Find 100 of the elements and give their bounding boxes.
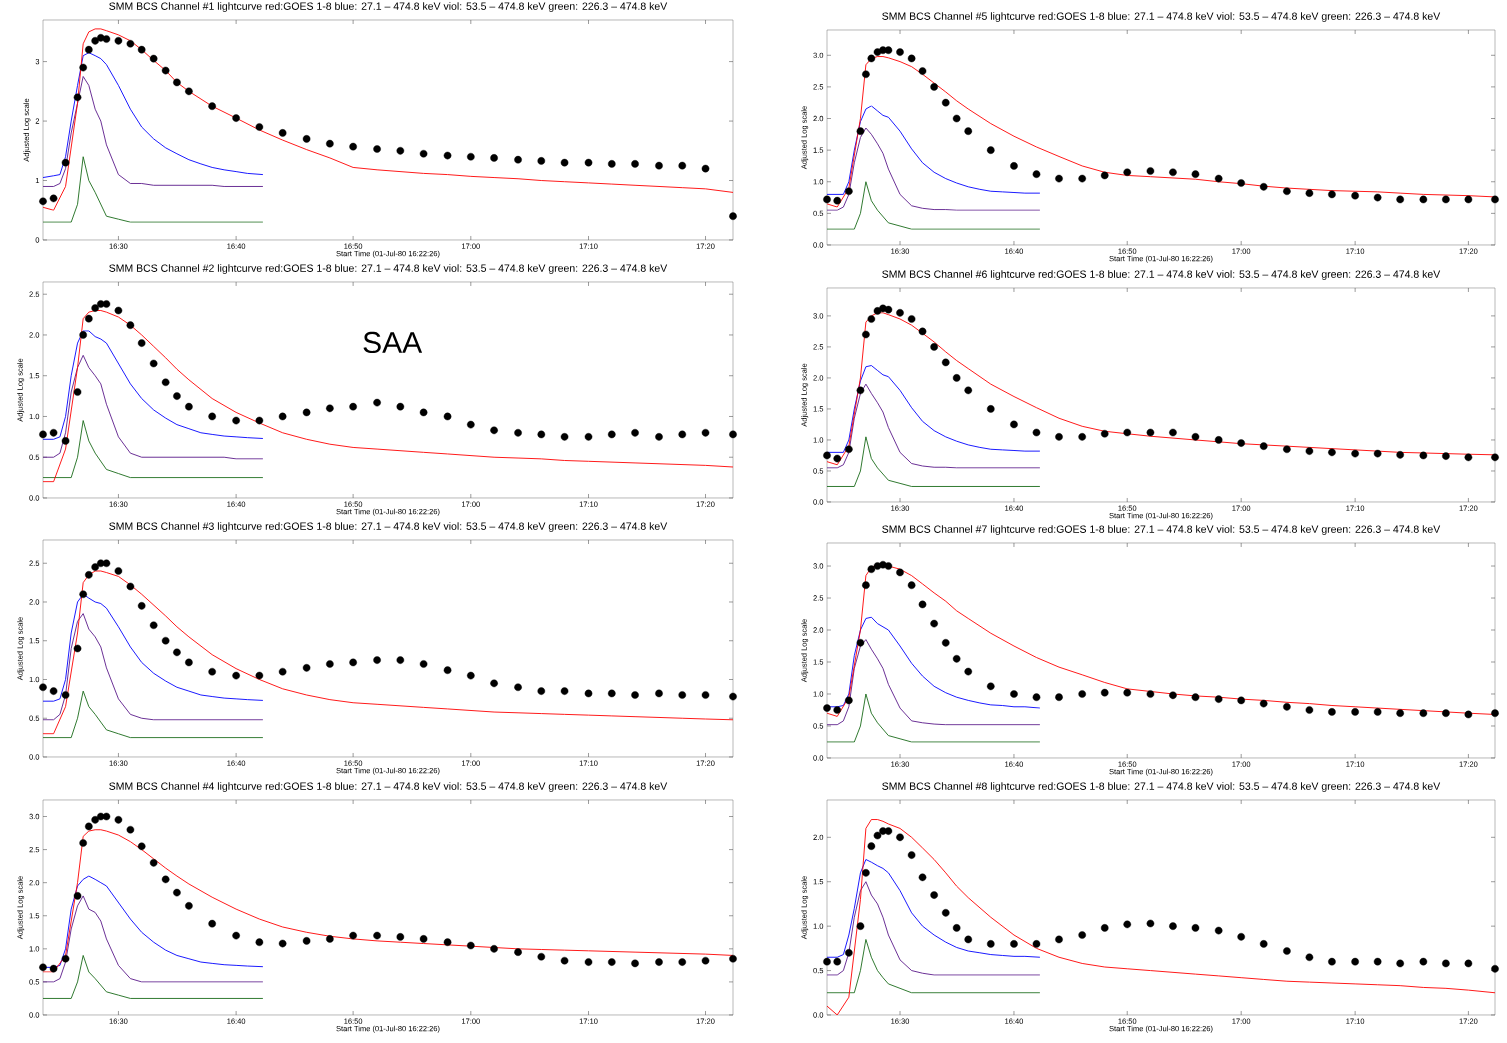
point: [39, 963, 47, 972]
point: [137, 842, 146, 851]
point: [1373, 708, 1382, 716]
point: [833, 196, 842, 205]
point: [1123, 428, 1132, 437]
point: [986, 940, 995, 948]
point: [631, 959, 639, 968]
point: [79, 63, 87, 72]
point: [537, 430, 546, 439]
point: [419, 660, 428, 668]
point: [1464, 195, 1473, 204]
point: [79, 839, 87, 847]
point: [701, 164, 710, 173]
point: [373, 398, 381, 407]
point: [930, 891, 938, 899]
point: [443, 938, 452, 947]
point: [1351, 191, 1359, 200]
point: [560, 956, 569, 965]
point: [584, 958, 593, 966]
point: [823, 451, 831, 460]
point: [396, 147, 405, 155]
point: [986, 682, 995, 691]
point: [49, 964, 58, 973]
point: [1351, 708, 1359, 716]
point: [607, 430, 616, 439]
point: [1328, 190, 1336, 199]
point: [1169, 922, 1177, 930]
point: [907, 851, 916, 859]
point: [73, 388, 82, 396]
point: [918, 67, 927, 75]
point: [631, 160, 639, 168]
point: [1191, 433, 1200, 441]
point: [373, 656, 381, 664]
point: [278, 667, 287, 676]
point: [1078, 931, 1086, 939]
point: [396, 402, 405, 411]
point: [1191, 170, 1200, 178]
point: [560, 158, 569, 167]
point: [1237, 933, 1245, 941]
point: [1351, 957, 1359, 966]
point: [185, 402, 193, 411]
point: [514, 683, 522, 692]
point: [1491, 453, 1499, 462]
point: [85, 314, 93, 323]
point: [49, 428, 58, 437]
point: [856, 922, 865, 930]
point: [1328, 448, 1336, 457]
point: [1283, 187, 1291, 196]
point: [173, 78, 181, 87]
point: [102, 300, 111, 308]
point: [161, 636, 170, 645]
point: [419, 408, 428, 417]
point: [952, 655, 961, 663]
point: [302, 408, 311, 417]
point: [73, 892, 82, 900]
point: [845, 696, 853, 705]
point: [185, 658, 193, 667]
point: [161, 378, 170, 387]
point: [845, 949, 853, 957]
point: [1373, 957, 1382, 966]
point: [208, 919, 216, 928]
point: [126, 39, 135, 48]
point: [302, 937, 311, 945]
point: [655, 161, 663, 170]
point: [1100, 688, 1109, 697]
point: [964, 386, 973, 395]
point: [419, 935, 428, 943]
point: [907, 315, 916, 323]
point: [1237, 179, 1245, 187]
point: [1010, 420, 1018, 429]
point: [833, 454, 842, 463]
point: [1123, 168, 1132, 177]
point: [1169, 168, 1177, 177]
point: [349, 931, 357, 940]
point: [986, 405, 995, 413]
point: [137, 45, 146, 54]
point: [149, 859, 158, 867]
point: [161, 875, 170, 884]
point: [918, 873, 927, 882]
point: [1078, 433, 1086, 441]
point: [85, 45, 93, 54]
point: [1419, 709, 1428, 717]
point: [137, 339, 146, 347]
point: [584, 158, 593, 167]
point: [607, 160, 616, 168]
point: [896, 833, 904, 842]
point: [896, 308, 904, 317]
point: [149, 621, 158, 630]
point: [1442, 195, 1450, 204]
point: [856, 386, 865, 395]
point: [232, 114, 240, 122]
point: [896, 48, 904, 56]
point: [845, 187, 853, 196]
point: [729, 954, 737, 963]
point: [278, 939, 287, 948]
chart-title: SMM BCS Channel #5 lightcurve red:GOES 1-8 blue: 27.1 – 474.8 keV viol: 53.5 – 474.8 keV green: 226.3 – 474.8 keV: [882, 12, 1441, 22]
point: [884, 305, 893, 314]
point: [1055, 935, 1063, 944]
point: [1259, 442, 1268, 450]
point: [1464, 453, 1473, 462]
